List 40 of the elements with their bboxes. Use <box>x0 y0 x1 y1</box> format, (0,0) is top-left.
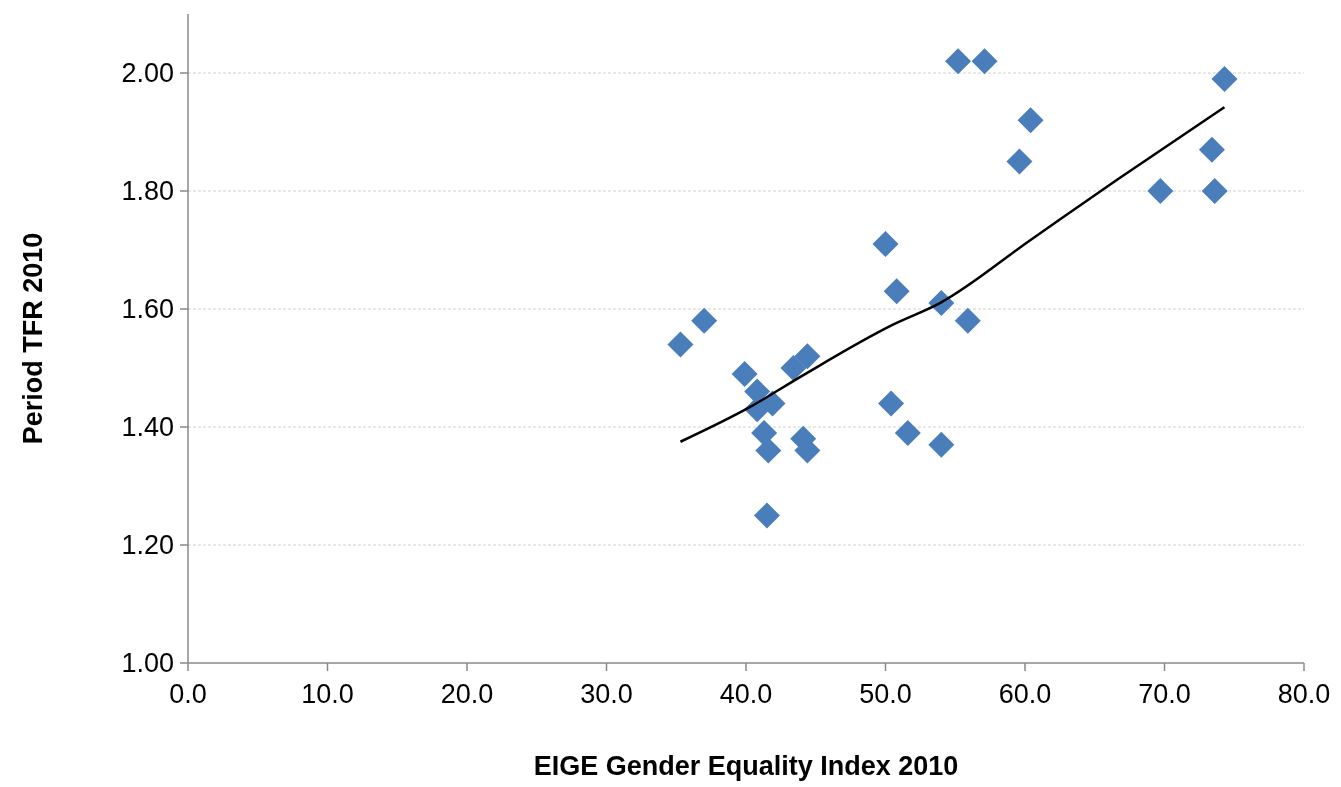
x-tick-label: 70.0 <box>1138 679 1191 709</box>
point <box>945 48 972 75</box>
point <box>691 307 718 334</box>
point <box>1017 107 1044 134</box>
point <box>1211 65 1238 92</box>
x-tick-label: 60.0 <box>998 679 1052 709</box>
y-tick-label: 2.00 <box>121 58 174 89</box>
x-tick-label: 10.0 <box>301 679 354 709</box>
point <box>1147 178 1174 204</box>
point <box>755 437 782 464</box>
x-tick-label: 40.0 <box>719 679 773 709</box>
x-tick-label: 30.0 <box>580 679 633 709</box>
point <box>894 419 921 446</box>
point <box>878 390 905 417</box>
y-tick-label: 1.40 <box>121 412 174 443</box>
y-tick-label: 1.00 <box>121 648 174 679</box>
point <box>1201 178 1228 204</box>
x-tick-label: 80.0 <box>1277 679 1331 709</box>
point <box>954 307 981 334</box>
point <box>753 502 780 529</box>
point <box>1006 148 1033 175</box>
y-axis-title: Period TFR 2010 <box>18 232 48 445</box>
y-tick-label: 1.60 <box>121 294 174 325</box>
x-tick-label: 50.0 <box>859 679 912 709</box>
point <box>731 360 758 387</box>
x-tick-label: 20.0 <box>440 679 494 709</box>
point <box>751 419 778 446</box>
x-tick-label: 0.0 <box>169 679 207 709</box>
point <box>667 331 694 358</box>
line-series <box>679 105 1226 443</box>
x-axis-title: EIGE Gender Equality Index 2010 <box>533 751 959 781</box>
y-tick-label: 1.80 <box>121 176 174 207</box>
point <box>794 343 821 370</box>
point <box>1198 136 1225 163</box>
point <box>971 48 998 75</box>
point <box>780 355 807 381</box>
point <box>872 231 899 258</box>
y-tick-label: 1.20 <box>121 530 174 561</box>
point <box>928 431 955 458</box>
point <box>883 278 910 305</box>
